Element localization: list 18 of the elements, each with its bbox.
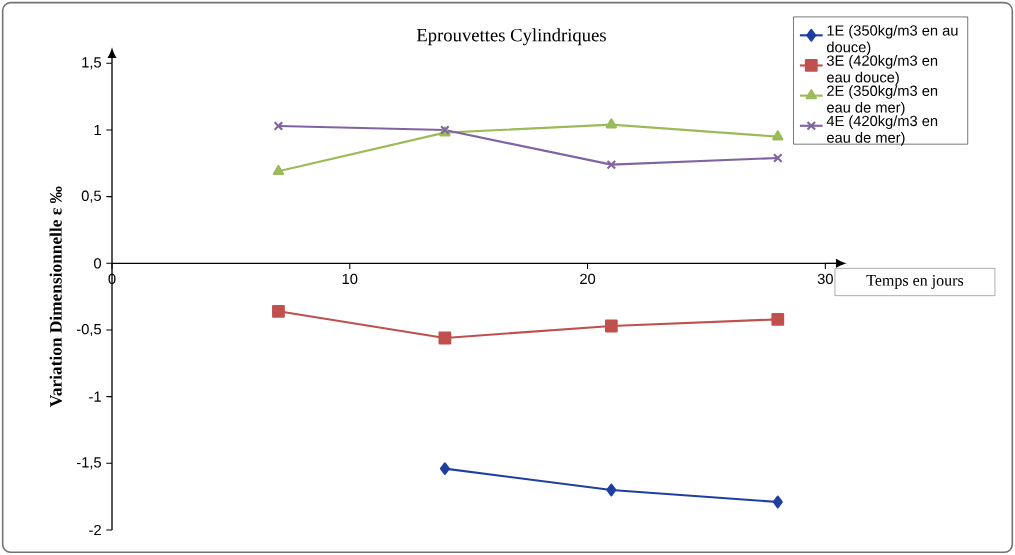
y-axis-title: Variation Dimensionnelle ε ‰ bbox=[49, 186, 62, 407]
y-tick-label: -0,5 bbox=[76, 323, 101, 337]
x-tick-label: 10 bbox=[342, 273, 358, 285]
x-tick-label: 30 bbox=[817, 273, 833, 285]
x-tick-label: 20 bbox=[580, 273, 596, 285]
y-tick-label: 0,5 bbox=[81, 190, 101, 203]
legend-label: 4E (420kg/m3 en eau de mer) bbox=[826, 115, 938, 146]
y-tick-label: -1 bbox=[89, 391, 101, 402]
x-axis-title: Temps en jours bbox=[866, 274, 964, 289]
legend-label: 1E (350kg/m3 en au douce) bbox=[827, 24, 958, 56]
chart-title: Eprouvettes Cylindriques bbox=[416, 28, 606, 46]
y-tick-label: 0 bbox=[94, 258, 102, 269]
legend-label: 3E (420kg/m3 en eau douce) bbox=[826, 55, 938, 86]
y-tick-label: -2 bbox=[89, 524, 101, 536]
y-tick-label: 1,5 bbox=[82, 57, 101, 70]
y-tick-label: -1,5 bbox=[76, 457, 101, 470]
y-tick-label: 1 bbox=[94, 124, 101, 136]
legend-label: 2E (350kg/m3 en eau de mer) bbox=[827, 85, 938, 116]
